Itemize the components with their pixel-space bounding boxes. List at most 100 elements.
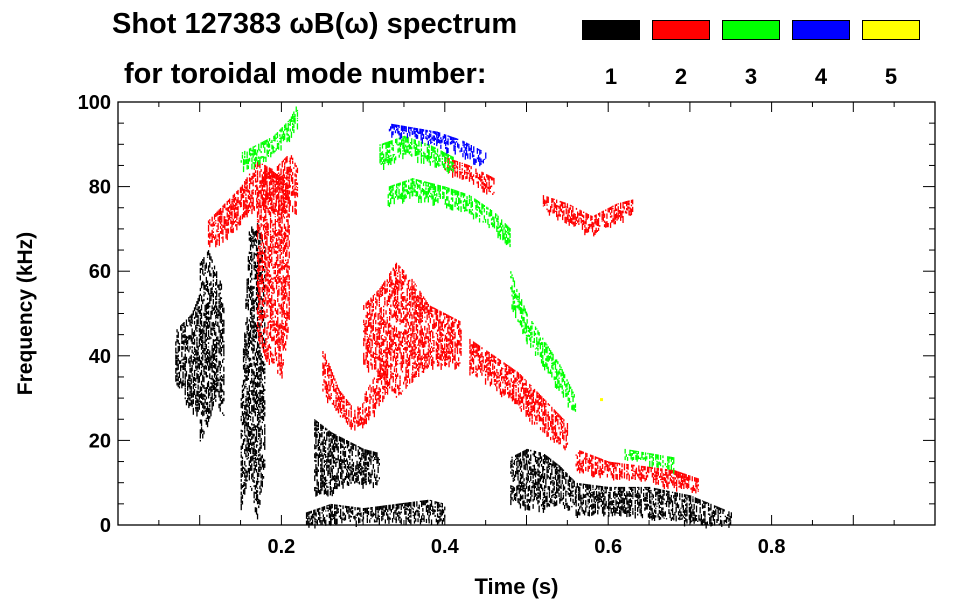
spectral-mark: [240, 491, 242, 496]
spectral-mark: [272, 310, 274, 316]
spectral-mark: [244, 374, 246, 377]
spectral-mark: [331, 432, 333, 435]
spectral-mark: [527, 475, 529, 481]
spectral-mark: [205, 331, 207, 337]
spectral-mark: [269, 218, 272, 223]
spectral-mark: [453, 329, 455, 332]
spectral-mark: [247, 299, 249, 303]
spectral-mark: [518, 487, 520, 494]
spectral-mark: [213, 214, 216, 220]
spectral-mark: [196, 326, 198, 329]
spectral-mark: [329, 514, 332, 521]
spectral-mark: [397, 315, 399, 318]
spectral-mark: [722, 508, 724, 514]
spectral-mark: [379, 505, 382, 510]
spectral-mark: [633, 486, 635, 489]
spectral-mark: [321, 506, 323, 511]
spectral-mark: [206, 280, 209, 286]
spectral-mark: [326, 459, 328, 464]
spectral-mark: [275, 200, 278, 203]
spectral-mark: [225, 228, 227, 234]
spectral-mark: [282, 256, 284, 259]
spectral-mark: [246, 325, 248, 331]
spectral-mark: [246, 375, 248, 381]
spectral-mark: [357, 406, 359, 411]
spectral-mark: [689, 506, 692, 513]
spectral-mark: [252, 472, 254, 478]
spectral-mark: [283, 277, 286, 284]
spectral-mark: [273, 327, 275, 331]
spectral-mark: [382, 392, 384, 394]
spectral-mark: [406, 293, 408, 297]
spectral-mark: [664, 511, 666, 517]
spectral-mark: [381, 334, 384, 336]
spectral-mark: [320, 429, 322, 431]
spectral-mark: [256, 444, 259, 446]
spectral-mark: [281, 339, 283, 346]
spectral-mark: [223, 397, 225, 402]
spectral-mark: [415, 296, 417, 302]
spectral-mark: [245, 475, 247, 482]
spectral-mark: [281, 289, 283, 295]
spectral-mark: [216, 238, 218, 246]
spectral-mark: [204, 347, 206, 351]
spectral-mark: [282, 195, 285, 202]
spectral-mark: [420, 325, 422, 329]
legend-label-mode-4: 4: [814, 64, 828, 89]
spectral-mark: [526, 477, 528, 483]
spectral-mark: [338, 396, 340, 403]
spectral-mark: [202, 333, 204, 340]
spectral-mark: [428, 315, 430, 318]
spectral-mark: [231, 217, 233, 219]
spectral-mark: [323, 446, 325, 452]
spectral-mark: [419, 357, 421, 360]
spectral-mark: [600, 499, 602, 503]
spectral-mark: [442, 334, 445, 336]
spectral-mark: [354, 444, 356, 446]
spectral-mark: [259, 265, 261, 271]
spectral-mark: [249, 357, 252, 361]
spectral-mark: [558, 473, 560, 480]
spectral-mark: [369, 406, 371, 409]
spectral-mark: [631, 500, 633, 507]
spectral-mark: [531, 494, 533, 497]
spectral-mark: [615, 493, 617, 498]
spectral-mark: [392, 376, 394, 383]
spectral-mark: [253, 344, 255, 352]
spectral-mark: [222, 323, 224, 327]
spectral-mark: [218, 298, 220, 301]
spectral-mark: [256, 200, 259, 204]
spectral-mark: [253, 314, 255, 319]
spectral-mark: [380, 313, 382, 315]
spectral-mark: [406, 369, 408, 374]
spectral-mark: [181, 365, 183, 368]
spectral-mark: [219, 333, 221, 336]
spectral-mark: [224, 219, 226, 225]
spectral-mark: [334, 404, 336, 408]
spectral-mark: [244, 410, 246, 415]
spectral-mark: [258, 291, 260, 298]
spectral-mark: [259, 331, 261, 335]
spectral-mark: [389, 276, 391, 283]
spectral-mark: [442, 347, 445, 354]
spectral-mark: [280, 368, 282, 374]
spectral-mark: [327, 431, 329, 437]
spectral-mark: [454, 341, 456, 347]
spectral-mark: [327, 365, 329, 367]
spectral-mark: [273, 361, 275, 364]
spectral-mark: [383, 510, 385, 516]
spectral-mark: [210, 327, 212, 333]
spectral-mark: [241, 430, 244, 433]
spectral-mark: [251, 463, 253, 468]
spectral-mark: [256, 260, 259, 262]
spectral-mark: [333, 375, 335, 380]
spectral-mark: [278, 200, 280, 203]
spectral-mark: [256, 393, 259, 398]
spectral-mark: [377, 341, 379, 346]
spectral-mark: [253, 445, 255, 448]
spectral-mark: [338, 515, 341, 518]
spectral-mark: [619, 486, 621, 493]
spectral-mark: [285, 279, 287, 285]
spectral-mark: [278, 360, 280, 366]
spectral-mark: [313, 509, 315, 516]
